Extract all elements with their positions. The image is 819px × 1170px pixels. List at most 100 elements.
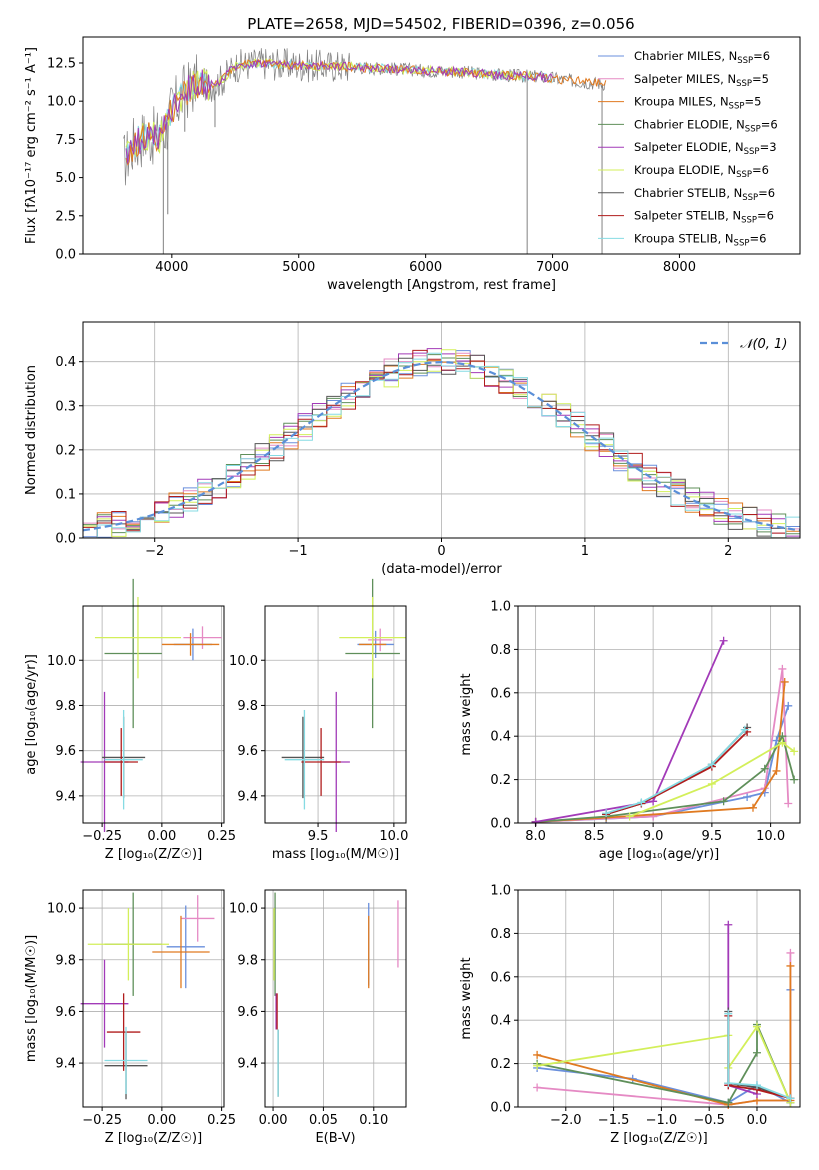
massweight-vs-Z-ytick-label: 0.8 (490, 927, 511, 942)
massweight-vs-age-point-kroupa-miles (772, 766, 781, 775)
age-vs-Z-ytick-label: 9.8 (55, 699, 76, 714)
residuals-ytick-label: 0.0 (55, 532, 76, 547)
spectrum-xtick-label: 4000 (155, 260, 188, 275)
residuals-xtick-label: 0 (437, 544, 445, 559)
age-vs-Z-xtick-label: 0.00 (147, 829, 176, 844)
mass-vs-EBV-xtick-label: 0.00 (259, 1113, 288, 1128)
axes-layer: 4000 5000 6000 7000 80000.02.55.07.510.012.5… (24, 36, 801, 1146)
massweight-vs-age-point-salpeter-elodie (719, 636, 728, 645)
massweight-vs-Z-line-salpeter-miles (537, 952, 792, 1106)
age-vs-Z-xtick-label: 0.25 (207, 829, 236, 844)
spectrum-ytick-label: 0.0 (55, 248, 76, 263)
legend-label-salpeter-miles: Salpeter MILES, NSSP=5 (634, 72, 769, 89)
mass-vs-Z-ytick-label: 10.0 (47, 902, 76, 917)
mass-vs-EBV-xtick-label: 0.10 (359, 1113, 388, 1128)
spectrum-xlabel: wavelength [Angstrom, rest frame] (327, 278, 556, 293)
residuals-xtick-label: 1 (581, 544, 589, 559)
mass-vs-EBV-ytick-label: 10.0 (229, 902, 258, 917)
massweight-vs-age-xtick-label: 9.5 (702, 829, 723, 844)
massweight-vs-age-point-salpeter-elodie (649, 797, 658, 806)
legend-layer: Chabrier MILES, NSSP=6 Salpeter MILES, NS… (598, 49, 787, 352)
massweight-vs-Z-xtick-label: −2.0 (550, 1113, 582, 1128)
spectrum-ytick-label: 5.0 (55, 171, 76, 186)
grid-layer (83, 322, 800, 1108)
massweight-vs-age-point-kroupa-stelib (707, 760, 716, 769)
legend-label-chabrier-elodie: Chabrier ELODIE, NSSP=6 (634, 117, 778, 134)
spectrum-xtick-label: 8000 (663, 260, 696, 275)
age-vs-mass-xlabel: mass [log₁₀(M/M☉)] (272, 847, 399, 862)
massweight-vs-age-line-chabrier-elodie (535, 733, 795, 823)
massweight-vs-Z-xtick-label: −1.5 (598, 1113, 630, 1128)
massweight-vs-Z-point-chabrier-elodie (752, 1048, 761, 1057)
residuals-xlabel: (data-model)/error (381, 562, 502, 577)
spectrum-ytick-label: 7.5 (55, 133, 76, 148)
massweight-vs-age-point-chabrier-miles (784, 701, 793, 710)
residuals-ytick-label: 0.1 (55, 487, 76, 502)
mass-vs-EBV-ytick-label: 9.8 (237, 953, 258, 968)
massweight-vs-Z-point-kroupa-miles (786, 961, 795, 970)
mass-vs-Z-ytick-label: 9.6 (55, 1005, 76, 1020)
age-vs-mass-ytick-label: 9.8 (237, 699, 258, 714)
massweight-vs-age-point-kroupa-elodie (707, 779, 716, 788)
age-vs-Z-xtick-label: −0.25 (82, 829, 122, 844)
massweight-vs-Z-line-kroupa-stelib (727, 1013, 791, 1100)
residual-hist-kroupa-stelib (83, 352, 800, 539)
massweight-vs-age-line-salpeter-stelib (605, 731, 748, 816)
legend-label-chabrier-stelib: Chabrier STELIB, NSSP=6 (634, 186, 775, 203)
normal-curve (82, 360, 801, 532)
massweight-vs-Z-point-salpeter-miles (533, 1083, 542, 1092)
mass-vs-Z-frame (82, 889, 225, 1108)
massweight-vs-Z-ytick-label: 0.6 (490, 970, 511, 985)
massweight-vs-age-point-chabrier-elodie (760, 764, 769, 773)
massweight-vs-age-point-chabrier-elodie (719, 797, 728, 806)
massweight-vs-age-point-kroupa-stelib (740, 725, 749, 734)
massweight-vs-Z-line-kroupa-miles (536, 966, 792, 1106)
massweight-vs-age-line-salpeter-miles (535, 668, 790, 823)
massweight-vs-age-ytick-label: 1.0 (490, 600, 511, 615)
massweight-vs-age-point-kroupa-miles (780, 677, 789, 686)
residuals-ytick-label: 0.3 (55, 399, 76, 414)
massweight-vs-Z-ytick-label: 0.0 (490, 1101, 511, 1116)
massweight-vs-age-point-salpeter-miles (784, 799, 793, 808)
mass-vs-Z-xtick-label: 0.25 (207, 1113, 236, 1128)
legend-label-salpeter-elodie: Salpeter ELODIE, NSSP=3 (634, 140, 777, 157)
massweight-vs-age-xlabel: age [log₁₀(age/yr)] (599, 847, 720, 862)
massweight-vs-Z-point-salpeter-miles (786, 948, 795, 957)
massweight-vs-age-xtick-label: 8.5 (584, 829, 605, 844)
massweight-vs-Z-point-chabrier-elodie (724, 1098, 733, 1107)
massweight-vs-Z-ytick-label: 1.0 (490, 884, 511, 899)
spectrum-ytick-label: 10.0 (47, 95, 76, 110)
age-vs-Z-ytick-label: 9.4 (55, 789, 76, 804)
massweight-vs-Z-xtick-label: 0.0 (747, 1113, 768, 1128)
residuals-xtick-label: −1 (289, 544, 308, 559)
legend-label-salpeter-stelib: Salpeter STELIB, NSSP=6 (634, 209, 774, 226)
age-vs-mass-xtick-label: 10.0 (379, 829, 408, 844)
spectrum-xtick-label: 6000 (409, 260, 442, 275)
massweight-vs-age-frame (517, 605, 801, 824)
massweight-vs-age-ytick-label: 0.8 (490, 643, 511, 658)
massweight-vs-Z-line-salpeter-elodie (727, 924, 758, 1095)
mass-vs-EBV-xlabel: E(B-V) (315, 1131, 355, 1146)
age-vs-mass-ytick-label: 9.4 (237, 789, 258, 804)
age-vs-mass-ytick-label: 10.0 (229, 654, 258, 669)
spectrum-model-kroupa-miles (125, 58, 607, 166)
age-vs-mass-xtick-label: 9.5 (308, 829, 329, 844)
spectrum-ylabel: Flux [fλ10⁻¹⁷ erg cm⁻² s⁻¹ A⁻¹] (24, 47, 39, 244)
spectrum-ytick-label: 12.5 (47, 56, 76, 71)
age-vs-mass-ytick-label: 9.6 (237, 744, 258, 759)
mass-vs-EBV-frame (264, 889, 407, 1108)
massweight-vs-age-point-kroupa-elodie (778, 738, 787, 747)
mass-vs-Z-ylabel: mass [log₁₀(M/M☉)] (24, 935, 39, 1062)
massweight-vs-age-point-kroupa-elodie (625, 812, 634, 821)
spectrum-xtick-label: 7000 (536, 260, 569, 275)
data-layer (80, 48, 801, 1109)
massweight-vs-Z-ytick-label: 0.4 (490, 1014, 511, 1029)
massweight-vs-age-point-kroupa-elodie (790, 747, 799, 756)
massweight-vs-age-xtick-label: 8.0 (525, 829, 546, 844)
spectrum-ytick-label: 2.5 (55, 209, 76, 224)
age-vs-Z-ytick-label: 9.6 (55, 744, 76, 759)
massweight-vs-Z-xtick-label: −0.5 (693, 1113, 725, 1128)
massweight-vs-Z-point-kroupa-stelib (724, 1009, 733, 1018)
mass-vs-Z-xtick-label: 0.00 (147, 1113, 176, 1128)
